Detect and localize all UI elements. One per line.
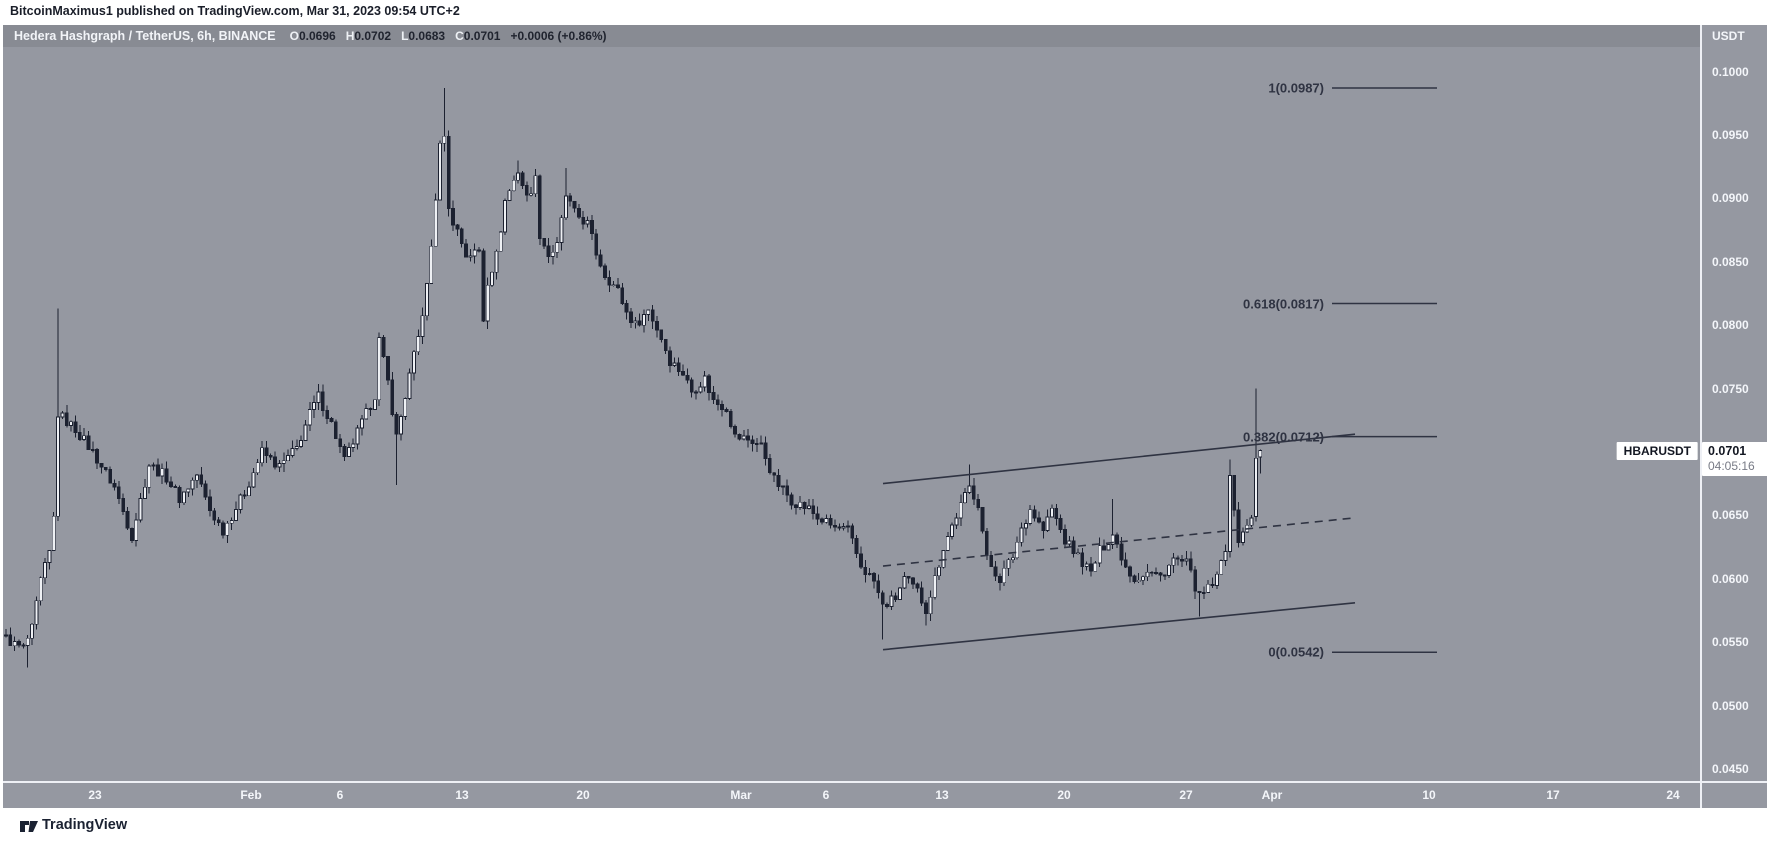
time-tick: 20 [1057,788,1071,802]
time-tick: 13 [935,788,949,802]
time-tick: Apr [1261,788,1283,802]
time-tick: 6 [336,788,344,802]
price-tick: 0.0950 [1712,127,1749,142]
price-tick: 0.0650 [1712,508,1749,523]
price-axis-separator [1700,25,1702,810]
time-tick: Feb [240,788,262,802]
change-value: +0.0006 (+0.86%) [510,29,607,43]
ohlc-H: H0.0702 [345,29,392,43]
last-price-value: 0.0701 [1708,443,1747,458]
price-tick: 0.0900 [1712,191,1749,206]
last-price-label: 0.0701 04:05:16 [1702,441,1770,476]
price-tick: 0.0750 [1712,381,1749,396]
chart-header: Hedera Hashgraph / TetherUS, 6h, BINANCE… [3,25,1745,47]
tradingview-logo-icon[interactable] [20,819,38,835]
price-tick: 0.0550 [1712,635,1749,650]
price-tick: 0.0500 [1712,698,1749,713]
attribution-bar: BitcoinMaximus1 published on TradingView… [0,0,1777,25]
time-tick: 10 [1422,788,1436,802]
footer: TradingView [0,808,1777,845]
bar-countdown: 04:05:16 [1708,458,1755,473]
price-tick: 0.0850 [1712,254,1749,269]
ohlc-values: O0.0696 H0.0702 L0.0683 C0.0701 [290,29,501,43]
price-tick: 0.0600 [1712,571,1749,586]
time-tick: 13 [455,788,469,802]
ohlc-O: O0.0696 [289,29,336,43]
tradingview-brand-text[interactable]: TradingView [42,817,128,833]
price-tick: 0.1000 [1712,64,1749,79]
quote-currency-label: USDT [1712,29,1745,43]
price-tick: 0.0450 [1712,761,1749,776]
attribution-text: BitcoinMaximus1 published on TradingView… [10,4,460,18]
time-tick: 6 [822,788,830,802]
time-tick: 20 [576,788,590,802]
fib-label: 0(0.0542) [1268,644,1324,660]
ohlc-C: C0.0701 [455,29,501,43]
ohlc-L: L0.0683 [401,29,446,43]
time-tick: 17 [1546,788,1560,802]
symbol-title: Hedera Hashgraph / TetherUS, 6h, BINANCE [14,29,276,43]
time-axis-separator [3,781,1767,783]
symbol-price-flag: HBARUSDT [1616,441,1698,460]
fib-label: 0.382(0.0712) [1243,429,1324,445]
price-tick: 0.0800 [1712,318,1749,333]
fib-label: 0.618(0.0817) [1243,296,1324,312]
time-tick: 24 [1666,788,1680,802]
fib-label: 1(0.0987) [1268,80,1324,96]
time-tick: Mar [730,788,752,802]
symbol-flag-text: HBARUSDT [1623,443,1691,458]
time-tick: 27 [1179,788,1193,802]
time-tick: 23 [88,788,102,802]
chart-pane[interactable] [3,25,1767,808]
